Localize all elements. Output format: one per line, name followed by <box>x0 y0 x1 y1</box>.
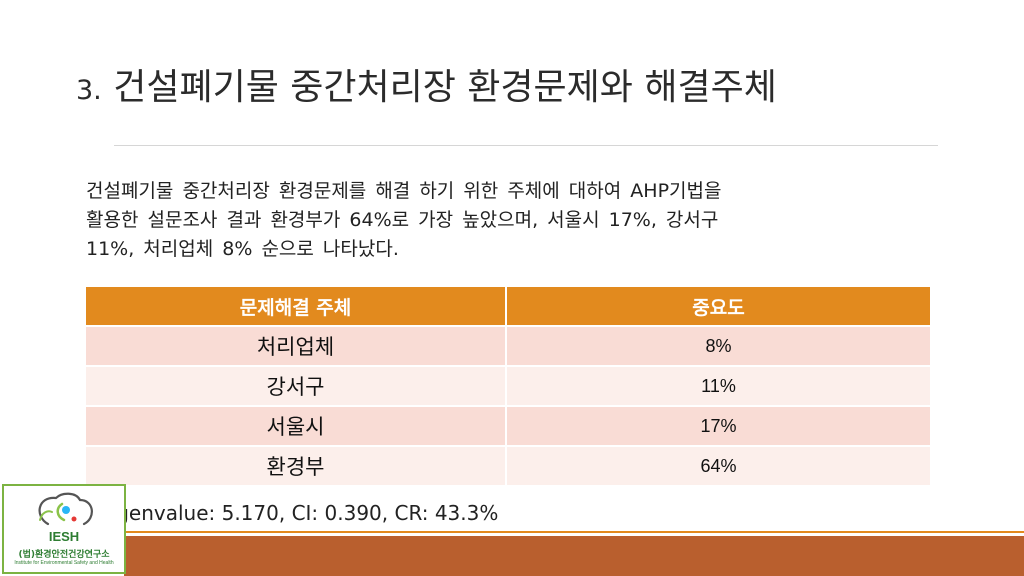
body-line: 건설폐기물 중간처리장 환경문제를 해결 하기 위한 주체에 대하여 AHP기법… <box>86 180 722 202</box>
logo-name: (법)환경안전건강연구소 <box>18 550 110 560</box>
body-line: 11%, 처리업체 8% 순으로 나타났다. <box>86 238 399 260</box>
logo-acronym: IESH <box>48 529 80 544</box>
subject-cell: 환경부 <box>86 445 507 485</box>
importance-cell: 11% <box>506 365 930 406</box>
importance-cell: 64% <box>506 445 930 485</box>
consistency-stats: Eigenvalue: 5.170, CI: 0.390, CR: 43.3% <box>98 501 499 525</box>
table-row: 처리업체 8% <box>86 325 930 366</box>
importance-cell: 17% <box>506 405 930 446</box>
logo-subtitle: Institute for Environmental Safety and H… <box>14 560 114 566</box>
footer-bar <box>124 536 1024 576</box>
body-paragraph: 건설폐기물 중간처리장 환경문제를 해결 하기 위한 주체에 대하여 AHP기법… <box>86 177 976 264</box>
iesh-logo: IESH (법)환경안전건강연구소 Institute for Environm… <box>2 484 126 574</box>
table-row: 서울시 17% <box>86 405 930 446</box>
subject-cell: 서울시 <box>86 405 507 446</box>
importance-cell: 8% <box>506 325 930 366</box>
column-header-subject: 문제해결 주체 <box>86 287 507 326</box>
slide-title: 3. 건설폐기물 중간처리장 환경문제와 해결주체 <box>76 58 976 118</box>
table-row: 환경부 64% <box>86 445 930 485</box>
slide-number: 3. <box>76 75 102 106</box>
slide-title-text: 건설폐기물 중간처리장 환경문제와 해결주체 <box>113 67 777 108</box>
logo-emblem-icon <box>38 492 93 526</box>
subject-cell: 처리업체 <box>86 325 507 366</box>
footer-accent-line <box>124 531 1024 533</box>
column-header-importance: 중요도 <box>506 287 930 326</box>
results-table: 문제해결 주체 중요도 처리업체 8% 강서구 11% 서울시 17% 환경부 … <box>86 287 930 485</box>
table-row: 강서구 11% <box>86 365 930 406</box>
title-divider <box>114 145 938 146</box>
subject-cell: 강서구 <box>86 365 507 406</box>
body-line: 활용한 설문조사 결과 환경부가 64%로 가장 높았으며, 서울시 17%, … <box>86 209 719 231</box>
table-header-row: 문제해결 주체 중요도 <box>86 287 930 326</box>
